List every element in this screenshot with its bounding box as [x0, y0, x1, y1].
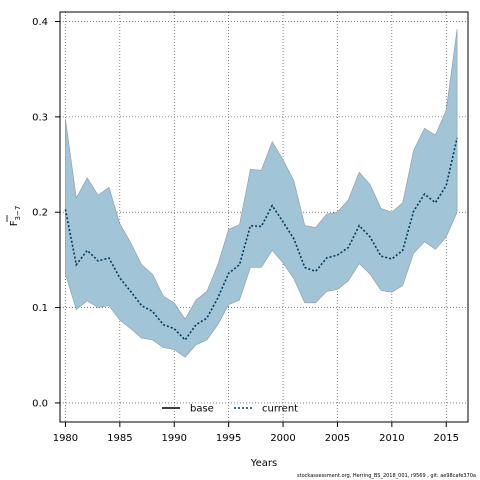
y-tick-label: 0.3: [32, 112, 48, 123]
svg-text:F3−7: F3−7: [9, 206, 22, 227]
x-tick-label: 2010: [379, 433, 404, 444]
plot-frame: [59, 11, 469, 423]
y-tick-label: 0.1: [32, 303, 48, 314]
y-axis-title: F3−7: [6, 206, 22, 227]
x-tick-label: 1985: [107, 433, 132, 444]
y-tick-label: 0.4: [32, 17, 48, 28]
confidence-band: [65, 29, 458, 358]
y-axis: 0.0 0.1 0.2 0.3 0.4: [32, 17, 60, 409]
y-tick-label: 0.0: [32, 398, 48, 409]
x-tick-label: 2000: [270, 433, 295, 444]
y-axis-title-main: F: [9, 220, 20, 226]
legend-label-base: base: [190, 404, 214, 415]
y-tick-label: 0.2: [32, 208, 48, 219]
footer-credit: stockassessment.org, Herring_BS_2018_001…: [297, 473, 476, 479]
x-tick-label: 2015: [434, 433, 459, 444]
x-tick-label: 1980: [53, 433, 78, 444]
x-tick-label: 2005: [325, 433, 350, 444]
series-layer: [64, 137, 458, 342]
x-axis-title: Years: [250, 458, 277, 469]
series-line-current: [64, 137, 458, 342]
legend: base current: [162, 404, 298, 415]
x-axis: 1980 1985 1990 1995 2000 2005 2010 2015: [53, 422, 459, 444]
legend-label-current: current: [262, 404, 298, 415]
x-tick-label: 1990: [162, 433, 187, 444]
x-tick-label: 1995: [216, 433, 241, 444]
y-axis-title-sub: 3−7: [14, 206, 22, 221]
